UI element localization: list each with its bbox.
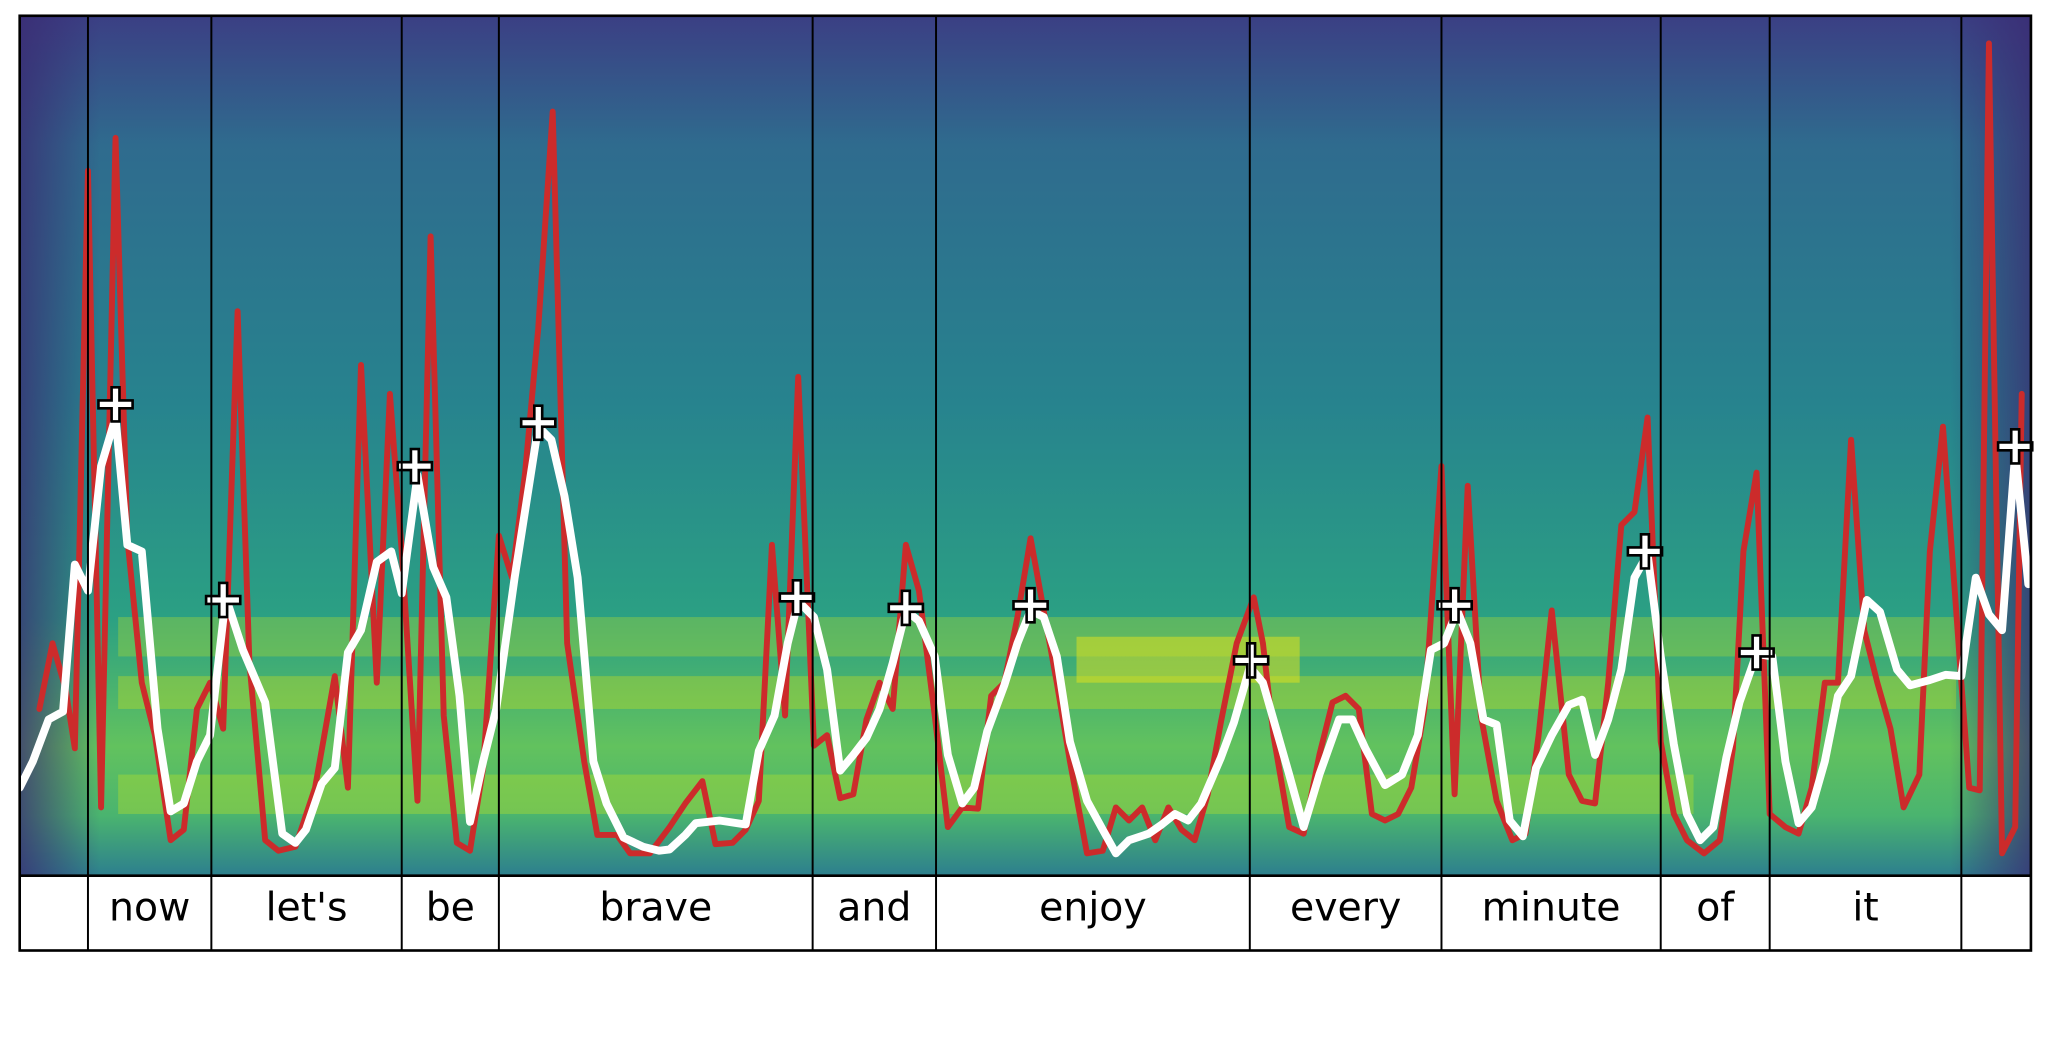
word-label: of (1696, 884, 1735, 930)
frame (18, 14, 2033, 952)
peak-marker (1012, 586, 1049, 624)
word-label: minute (1482, 884, 1621, 930)
series-line (36, 40, 2025, 857)
word-label: enjoy (1039, 884, 1147, 930)
peak-marker (778, 578, 816, 616)
word-label: brave (599, 884, 712, 930)
peak-marker (519, 404, 557, 442)
peak-marker (887, 589, 925, 627)
peak-marker (1232, 641, 1270, 679)
curves (15, 40, 2034, 858)
word-label: every (1290, 884, 1401, 930)
peak-marker (1626, 533, 1664, 570)
spectrogram-shade (19, 15, 2031, 876)
word-label: it (1852, 884, 1878, 930)
word-label: be (426, 884, 475, 930)
peak-marker (1996, 428, 2034, 465)
peak-marker (97, 385, 134, 423)
word-label: let's (266, 884, 348, 930)
word-label: now (109, 884, 190, 930)
word-label: and (837, 884, 911, 930)
spectrogram (19, 15, 2031, 876)
